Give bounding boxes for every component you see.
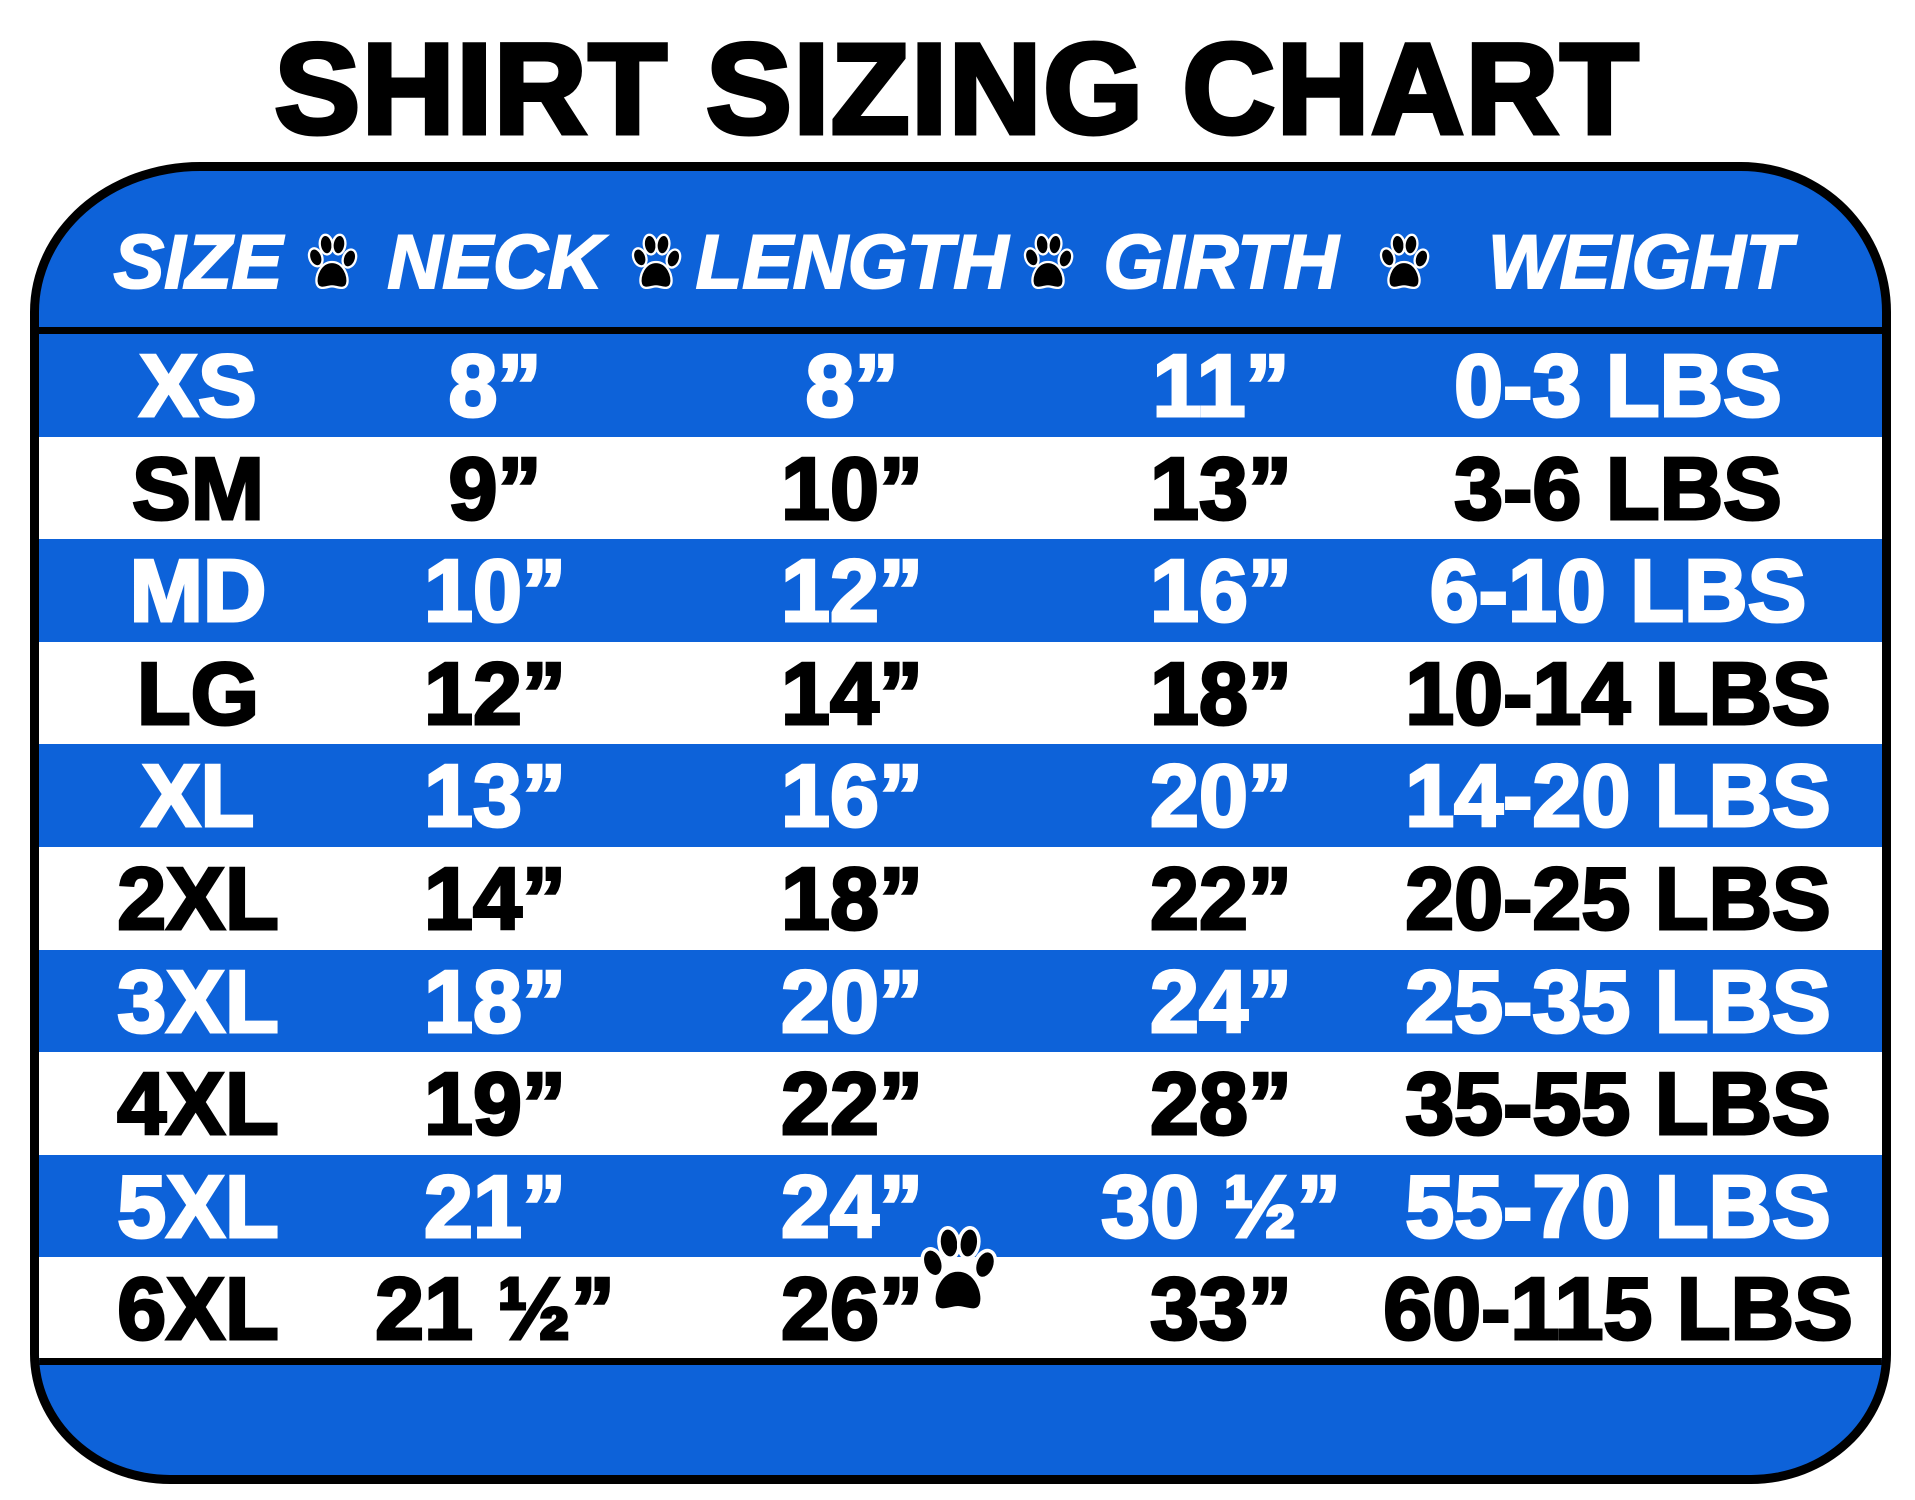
cell-weight: 10-14 LBS [1404, 643, 1833, 743]
cell-girth: 28” [1149, 1054, 1294, 1154]
cell-weight: 60-115 LBS [1382, 1259, 1855, 1359]
cell-neck: 8” [447, 336, 543, 435]
cell-girth: 24” [1149, 951, 1294, 1051]
cell-weight: 3-6 LBS [1453, 438, 1784, 538]
cell-size: 2XL [116, 849, 280, 948]
paw-print-icon [1375, 233, 1433, 299]
table-row: 4XL 19” 22” 28” 35-55 LBS [39, 1052, 1882, 1156]
cell-size: XL [140, 746, 255, 846]
cell-size: XS [138, 336, 258, 435]
cell-weight: 55-70 LBS [1404, 1156, 1833, 1256]
table-row: XS 8” 8” 11” 0-3 LBS [39, 334, 1882, 437]
cell-girth: 20” [1149, 746, 1294, 846]
cell-neck: 18” [423, 951, 568, 1051]
paw-print-icon [913, 1225, 1003, 1325]
cell-length: 14” [780, 643, 925, 743]
cell-weight: 35-55 LBS [1404, 1054, 1833, 1154]
cell-weight: 6-10 LBS [1428, 541, 1808, 641]
cell-girth: 13” [1149, 438, 1294, 538]
table-row: LG 12” 14” 18” 10-14 LBS [39, 641, 1882, 745]
page-title: SHIRT SIZING CHART [272, 17, 1641, 162]
cell-weight: 20-25 LBS [1404, 849, 1833, 948]
paw-print-icon [303, 233, 361, 299]
column-header-weight: WEIGHT [1487, 220, 1793, 305]
sizing-table: SIZE NECK LENGTH GIRTH WEIGHT XS 8” 8” 11” 0-3 L… [30, 162, 1891, 1484]
column-header-length: LENGTH [695, 220, 1009, 305]
table-row: MD 10” 12” 16” 6-10 LBS [39, 539, 1882, 643]
table-row: 3XL 18” 20” 24” 25-35 LBS [39, 949, 1882, 1053]
column-header-neck: NECK [386, 220, 603, 305]
cell-size: MD [128, 541, 268, 641]
cell-length: 20” [780, 951, 925, 1051]
paw-print-icon [1019, 233, 1077, 299]
table-row: XL 13” 16” 20” 14-20 LBS [39, 744, 1882, 848]
cell-size: 4XL [116, 1054, 280, 1154]
cell-size: SM [131, 438, 266, 538]
cell-length: 18” [780, 849, 925, 948]
cell-neck: 19” [423, 1054, 568, 1154]
cell-girth: 33” [1149, 1259, 1294, 1359]
table-header: SIZE NECK LENGTH GIRTH WEIGHT [39, 171, 1882, 327]
cell-size: LG [135, 643, 260, 743]
column-header-girth: GIRTH [1102, 220, 1339, 305]
cell-weight: 14-20 LBS [1404, 746, 1833, 846]
cell-length: 22” [780, 1054, 925, 1154]
cell-size: 6XL [116, 1259, 280, 1359]
column-header-size: SIZE [113, 220, 284, 305]
cell-girth: 18” [1149, 643, 1294, 743]
cell-girth: 22” [1149, 849, 1294, 948]
cell-neck: 21 ½” [374, 1259, 617, 1359]
cell-neck: 10” [423, 541, 568, 641]
cell-length: 10” [780, 438, 925, 538]
cell-girth: 30 ½” [1100, 1156, 1343, 1256]
cell-length: 16” [780, 746, 925, 846]
table-row: SM 9” 10” 13” 3-6 LBS [39, 436, 1882, 540]
cell-length: 8” [804, 336, 900, 435]
cell-neck: 14” [423, 849, 568, 948]
table-row: 5XL 21” 24” 30 ½” 55-70 LBS [39, 1154, 1882, 1258]
cell-weight: 25-35 LBS [1404, 951, 1833, 1051]
cell-length: 24” [780, 1156, 925, 1256]
table-row: 2XL 14” 18” 22” 20-25 LBS [39, 847, 1882, 950]
cell-girth: 11” [1151, 336, 1291, 435]
footer-divider [39, 1358, 1882, 1365]
cell-neck: 9” [447, 438, 543, 538]
cell-weight: 0-3 LBS [1453, 336, 1784, 435]
header-divider [39, 327, 1882, 334]
cell-size: 3XL [116, 951, 280, 1051]
paw-print-icon [627, 233, 685, 299]
cell-size: 5XL [116, 1156, 280, 1256]
cell-length: 12” [780, 541, 925, 641]
cell-neck: 13” [423, 746, 568, 846]
cell-neck: 12” [423, 643, 568, 743]
cell-length: 26” [780, 1259, 925, 1359]
cell-girth: 16” [1149, 541, 1294, 641]
cell-neck: 21” [423, 1156, 568, 1256]
